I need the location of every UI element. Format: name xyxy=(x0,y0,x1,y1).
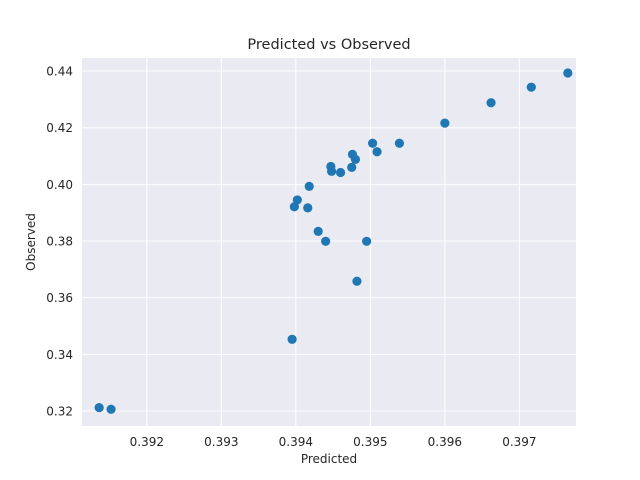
x-axis-ticks: 0.392 0.393 0.394 0.395 0.396 0.397 xyxy=(130,435,537,449)
data-point xyxy=(327,166,337,176)
data-point xyxy=(106,404,116,414)
data-point xyxy=(367,138,378,148)
data-point xyxy=(335,167,346,178)
x-tick-label: 0.395 xyxy=(353,435,387,449)
x-tick-label: 0.393 xyxy=(204,435,238,449)
y-tick-label: 0.44 xyxy=(46,65,73,79)
data-point xyxy=(303,203,313,213)
data-point xyxy=(350,154,361,165)
data-point xyxy=(304,181,314,191)
y-axis-ticks: 0.32 0.34 0.36 0.38 0.40 0.42 0.44 xyxy=(46,65,73,419)
y-tick-label: 0.32 xyxy=(46,404,73,418)
data-point xyxy=(440,118,450,128)
data-point xyxy=(372,147,382,157)
data-point xyxy=(321,236,331,246)
chart-title: Predicted vs Observed xyxy=(247,37,410,53)
y-tick-label: 0.38 xyxy=(46,235,73,249)
data-point xyxy=(526,82,536,92)
y-tick-label: 0.42 xyxy=(46,121,73,135)
data-point xyxy=(287,334,297,344)
data-point xyxy=(94,402,104,413)
x-tick-label: 0.397 xyxy=(502,435,536,449)
data-point xyxy=(563,68,573,78)
x-tick-label: 0.396 xyxy=(428,435,462,449)
data-point xyxy=(394,138,405,148)
y-tick-label: 0.40 xyxy=(46,178,73,192)
x-tick-label: 0.392 xyxy=(130,435,164,449)
data-point xyxy=(313,226,323,236)
x-tick-label: 0.394 xyxy=(279,435,313,449)
data-point xyxy=(362,236,372,246)
x-axis-label: Predicted xyxy=(301,452,357,466)
data-points xyxy=(94,68,573,414)
data-point xyxy=(292,195,302,205)
y-tick-label: 0.36 xyxy=(46,291,73,305)
y-axis-label: Observed xyxy=(24,213,38,271)
data-point xyxy=(486,98,496,108)
data-point xyxy=(352,276,362,286)
data-point xyxy=(347,162,357,172)
y-tick-label: 0.34 xyxy=(46,348,73,362)
